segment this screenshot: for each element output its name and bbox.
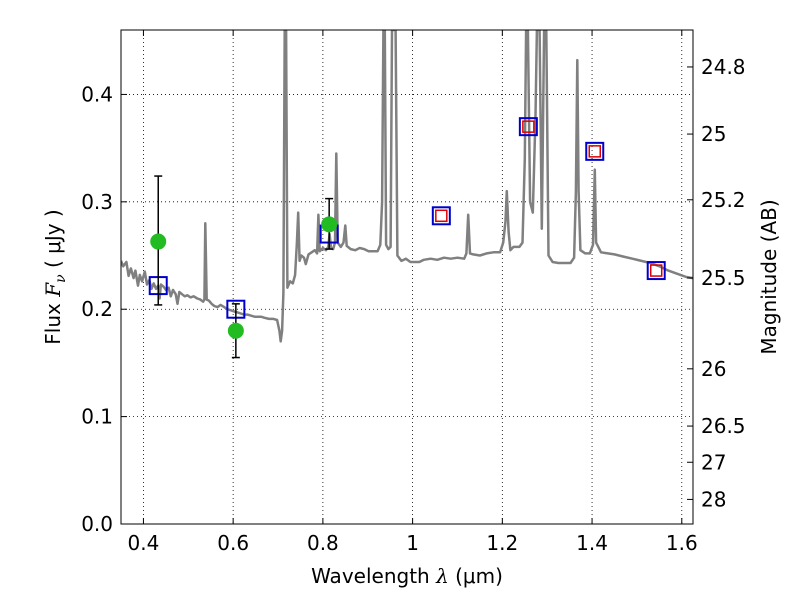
model-photometry-square [646,261,666,281]
x-tick-label: 0.8 [307,531,339,555]
right-tick-label: 25 [701,122,726,146]
right-tick-label: 26.5 [701,414,746,438]
x-tick-label: 1.4 [576,531,608,555]
y-axis-label-symbol: F [41,282,65,298]
model-photometry-square [431,206,451,226]
y-tick-label: 0.2 [81,297,113,321]
x-tick-label: 0.6 [217,531,249,555]
y-tick-label: 0.3 [81,190,113,214]
observed-upper-square [588,145,602,158]
model-spectrum-line [121,30,693,343]
series-layer [121,30,693,343]
right-tick-label: 24.8 [701,55,746,79]
y-tick-label: 0.1 [81,405,113,429]
x-axis-label-symbol: λ [435,564,449,588]
x-tick-label: 1 [406,531,419,555]
model-photometry-square [585,141,605,161]
observed-upper-square [522,120,535,133]
right-tick-label: 27 [701,450,726,474]
marker-layer [148,117,666,359]
x-tick-label: 1.2 [486,531,518,555]
ticks: 0.4 0.6 0.8 1 1.2 1.4 1.6 0.0 0.1 0.2 0.3 0.4 24.8 25… [81,30,746,555]
x-axis-label-unit: (μm) [449,564,503,588]
x-tick-label: 1.6 [666,531,698,555]
right-tick-label: 26 [701,357,726,381]
y-tick-label: 0.0 [81,512,113,536]
y-axis-label-prefix: Flux [41,297,65,345]
observed-photometry-point [150,233,167,250]
grid [121,30,693,524]
x-axis-label: Wavelength λ (μm) [311,564,503,588]
observed-photometry-point [227,322,244,339]
y-axis-label: Flux Fν ( μJy ) [41,209,69,344]
x-tick-label: 0.4 [128,531,160,555]
right-tick-label: 25.2 [701,188,746,212]
model-photometry-square [518,117,538,137]
plot-frame [120,29,694,525]
y-axis-right-label: Magnitude (AB) [757,199,781,354]
observed-upper-square [435,209,448,223]
observed-photometry-point [321,216,338,233]
observed-upper-square [649,264,663,277]
y-tick-label: 0.4 [81,82,113,106]
right-tick-label: 25.5 [701,266,746,290]
plot-background [121,30,693,524]
right-tick-label: 28 [701,487,726,511]
y-axis-label-subscript: ν [53,274,69,283]
y-axis-label-unit: ( μJy ) [41,209,65,274]
x-axis-label-prefix: Wavelength [311,564,436,588]
